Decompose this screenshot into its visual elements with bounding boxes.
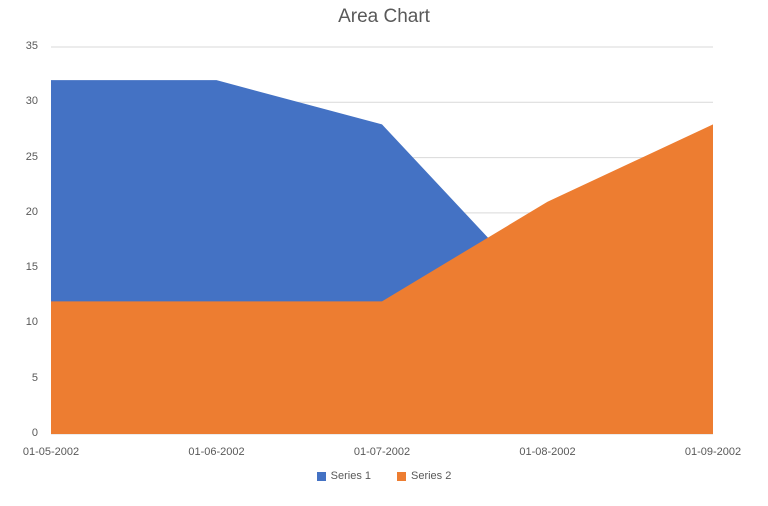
x-axis-label: 01-08-2002 [519, 446, 576, 458]
x-axis-label: 01-05-2002 [22, 446, 80, 458]
legend-swatch-icon [397, 471, 406, 481]
legend: Series 1 Series 2 [0, 470, 768, 482]
legend-item-series-1[interactable]: Series 1 [316, 470, 371, 482]
y-tick-label: 5 [31, 371, 38, 384]
series-2-area[interactable] [51, 124, 713, 435]
y-tick-label: 0 [31, 427, 38, 439]
y-tick-label: 25 [25, 150, 38, 163]
chart-title: Area Chart [338, 6, 430, 27]
y-tick-label: 35 [25, 40, 38, 52]
x-axis-label: 01-09-2002 [684, 446, 742, 458]
x-axis-label: 01-06-2002 [188, 446, 245, 458]
y-tick-label: 20 [25, 205, 38, 218]
x-axis-label: 01-07-2002 [353, 446, 411, 458]
legend-swatch-icon [316, 471, 326, 481]
legend-label: Series 2 [411, 470, 452, 482]
y-tick-label: 10 [25, 316, 38, 329]
legend-label: Series 1 [330, 470, 371, 482]
y-tick-label: 15 [25, 261, 38, 274]
legend-item-series-2[interactable]: Series 2 [397, 470, 451, 482]
y-tick-label: 30 [25, 95, 38, 108]
